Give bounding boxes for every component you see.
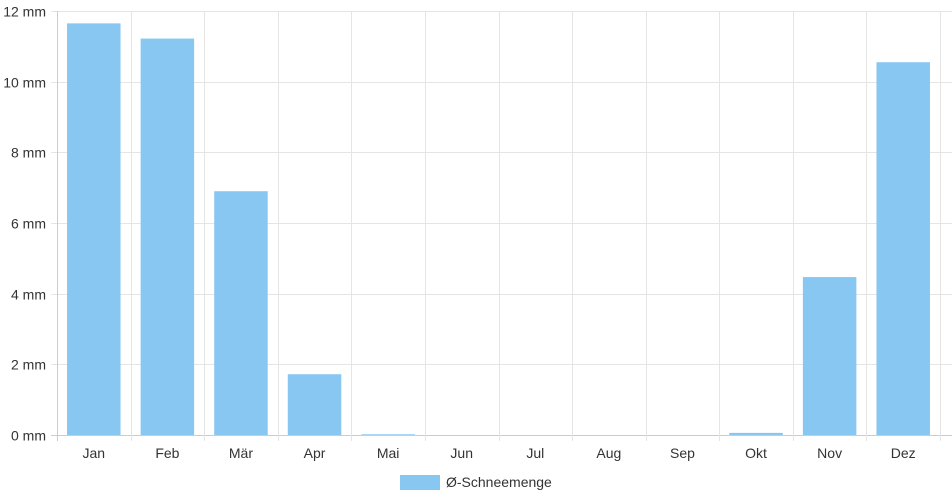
y-tick-label: 6 mm (11, 216, 46, 232)
bar-jan[interactable] (67, 23, 121, 436)
x-tick-label: Dez (891, 445, 916, 461)
grid-layer (51, 11, 952, 441)
x-tick-label: Apr (304, 445, 326, 461)
x-tick-label: Nov (817, 445, 842, 461)
x-axis: Jan Feb Mär Apr Mai Jun Jul Aug Sep Okt Nov Dez (83, 445, 916, 461)
bar-mai[interactable] (361, 434, 415, 435)
legend-label[interactable]: Ø-Schneemenge (446, 474, 552, 490)
x-tick-label: Jun (450, 445, 473, 461)
x-tick-label: Okt (745, 445, 767, 461)
x-tick-label: Feb (155, 445, 179, 461)
bar-apr[interactable] (287, 374, 342, 435)
y-axis: 0 mm 2 mm 4 mm 6 mm 8 mm 10 mm 12 mm (3, 4, 46, 444)
x-tick-label: Mai (377, 445, 400, 461)
legend-swatch[interactable] (400, 475, 440, 490)
y-tick-label: 4 mm (11, 287, 46, 303)
y-tick-label: 10 mm (3, 75, 46, 91)
x-tick-label: Jan (83, 445, 106, 461)
x-tick-label: Aug (596, 445, 621, 461)
legend[interactable]: Ø-Schneemenge (400, 474, 552, 490)
bars-layer (67, 23, 930, 436)
x-tick-label: Mär (229, 445, 253, 461)
x-tick-label: Sep (670, 445, 695, 461)
y-tick-label: 12 mm (3, 4, 46, 20)
bar-mär[interactable] (214, 191, 268, 435)
y-tick-label: 2 mm (11, 357, 46, 373)
x-tick-label: Jul (526, 445, 544, 461)
bar-feb[interactable] (140, 38, 195, 436)
bar-dez[interactable] (876, 62, 930, 435)
bar-nov[interactable] (802, 277, 857, 435)
y-tick-label: 0 mm (11, 428, 46, 444)
y-tick-label: 8 mm (11, 145, 46, 161)
bar-okt[interactable] (729, 432, 783, 435)
